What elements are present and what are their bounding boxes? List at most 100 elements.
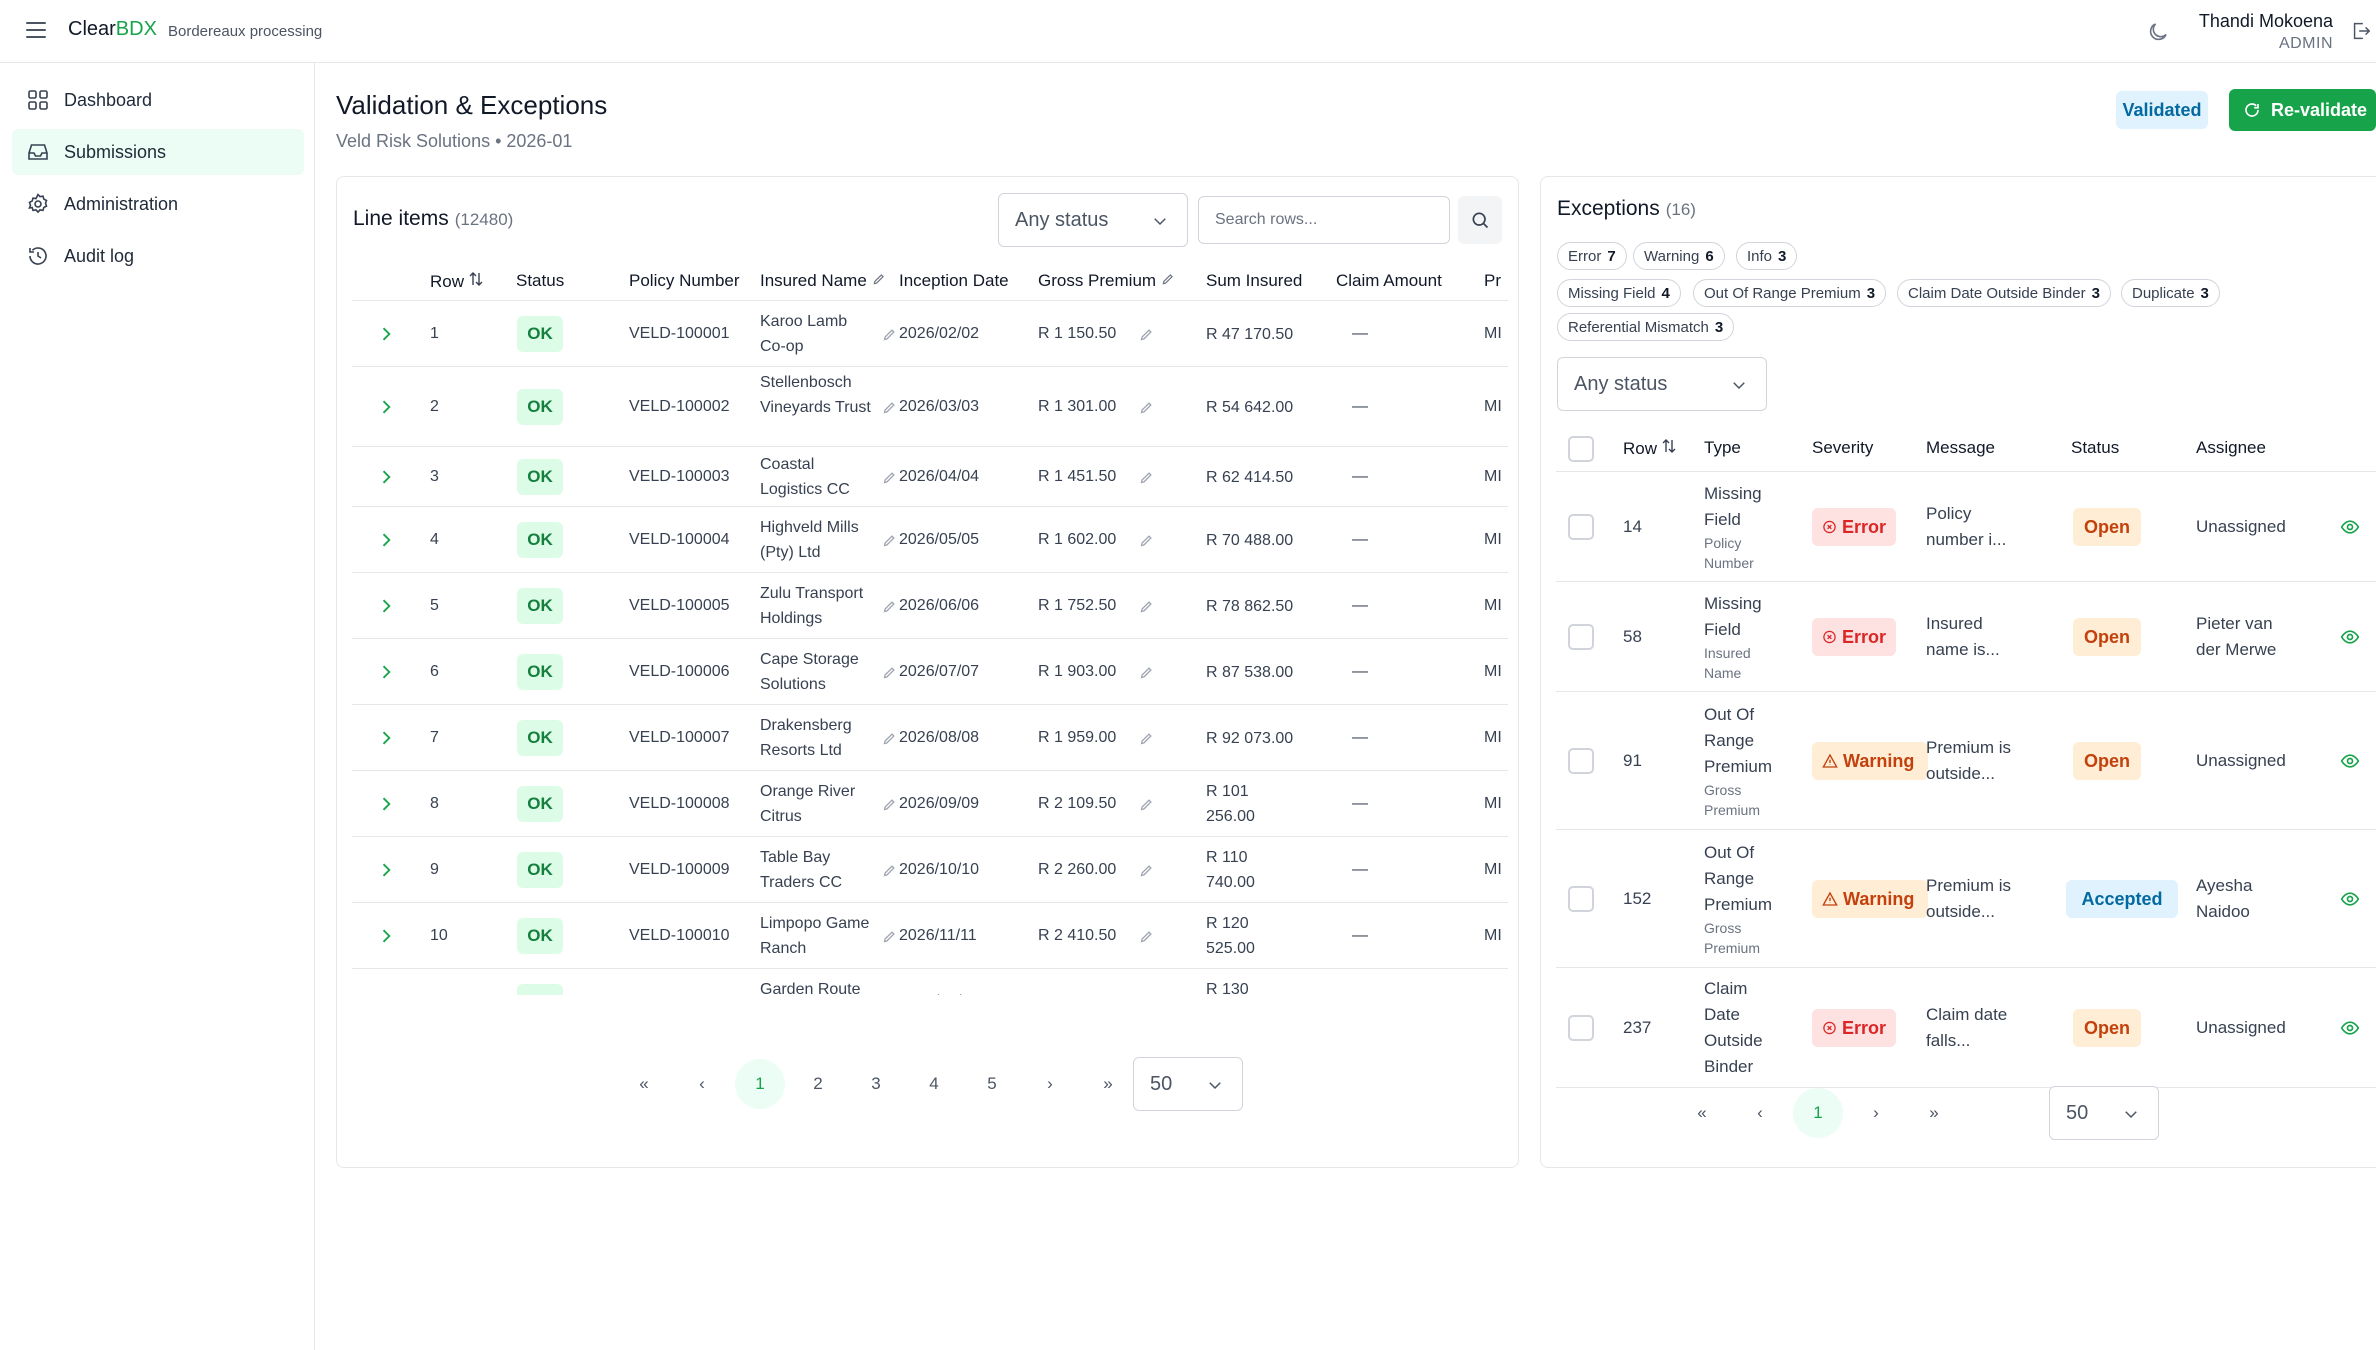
prev-page-button[interactable]: ‹ [699, 1074, 705, 1093]
column-header-claim-amount[interactable]: Claim Amount [1336, 271, 1442, 290]
chevron-right-icon[interactable] [376, 860, 396, 880]
pencil-icon[interactable] [1139, 665, 1154, 680]
exception-row[interactable]: 58 Missing Field Insured Name Error Insured nam… [1556, 582, 2376, 692]
filter-chip-duplicate[interactable]: Duplicate 3 [2121, 279, 2220, 307]
column-header-type[interactable]: Type [1704, 438, 1741, 457]
filter-chip-missing-field[interactable]: Missing Field 4 [1557, 279, 1681, 307]
page-button[interactable]: 2 [813, 1074, 823, 1093]
filter-chip-error[interactable]: Error 7 [1557, 242, 1627, 270]
filter-chip-info[interactable]: Info 3 [1736, 242, 1798, 270]
table-row[interactable]: 1 OK VELD-100001 Karoo Lamb Co-op 2026/02/02… [352, 301, 1508, 367]
page-button[interactable]: 3 [871, 1074, 881, 1093]
chevron-right-icon[interactable] [376, 794, 396, 814]
pencil-icon[interactable] [1139, 731, 1154, 746]
assignee[interactable]: Unassigned [2196, 1015, 2286, 1041]
chevron-right-icon[interactable] [376, 530, 396, 550]
assignee[interactable]: Ayesha Naidoo [2196, 873, 2252, 925]
chevron-right-icon[interactable] [376, 467, 396, 487]
column-header-message[interactable]: Message [1926, 438, 1995, 457]
last-page-button[interactable]: » [1103, 1074, 1113, 1093]
column-header-gross-premium[interactable]: Gross Premium [1038, 271, 1175, 291]
next-page-button[interactable]: › [1873, 1103, 1879, 1122]
pencil-icon[interactable] [882, 400, 897, 415]
exception-status-badge[interactable]: Open [2073, 508, 2141, 546]
line-items-status-select[interactable]: Any status [998, 193, 1188, 247]
assignee[interactable]: Pieter van der Merwe [2196, 611, 2276, 663]
column-header-inception-date[interactable]: Inception Date [899, 271, 1009, 290]
exception-status-badge[interactable]: Open [2073, 618, 2141, 656]
exception-row[interactable]: 91 Out Of Range Premium Gross Premium Warning P… [1556, 692, 2376, 830]
pencil-icon[interactable] [1139, 533, 1154, 548]
eye-icon[interactable] [2340, 1018, 2360, 1038]
pencil-icon[interactable] [1139, 797, 1154, 812]
pencil-icon[interactable] [882, 929, 897, 944]
table-row[interactable]: 3 OK VELD-100003 Coastal Logistics CC 2026/0… [352, 447, 1508, 507]
next-page-button[interactable]: › [1047, 1074, 1053, 1093]
table-row[interactable]: 8 OK VELD-100008 Orange River Citrus 2026/09… [352, 771, 1508, 837]
assignee[interactable]: Unassigned [2196, 514, 2286, 540]
chevron-right-icon[interactable] [376, 728, 396, 748]
exceptions-status-select[interactable]: Any status [1557, 357, 1767, 411]
assignee[interactable]: Unassigned [2196, 748, 2286, 774]
brand-logo[interactable]: ClearBDX [68, 18, 157, 41]
pencil-icon[interactable] [1139, 470, 1154, 485]
row-checkbox[interactable] [1568, 748, 1594, 774]
filter-chip-referential-mismatch[interactable]: Referential Mismatch 3 [1557, 313, 1735, 341]
row-checkbox[interactable] [1568, 1015, 1594, 1041]
sidebar-item-administration[interactable]: Administration [12, 181, 304, 227]
sidebar-item-submissions[interactable]: Submissions [12, 129, 304, 175]
page-button[interactable]: 1 [1793, 1088, 1843, 1138]
chevron-right-icon[interactable] [376, 926, 396, 946]
exception-row[interactable]: 152 Out Of Range Premium Gross Premium Warning… [1556, 830, 2376, 968]
search-button[interactable] [1458, 196, 1502, 244]
pencil-icon[interactable] [882, 731, 897, 746]
page-button[interactable]: 5 [987, 1074, 997, 1093]
exceptions-page-size-select[interactable]: 50 [2049, 1086, 2159, 1140]
table-row[interactable]: 4 OK VELD-100004 Highveld Mills (Pty) Ltd 20… [352, 507, 1508, 573]
table-row[interactable]: 5 OK VELD-100005 Zulu Transport Holdings 202… [352, 573, 1508, 639]
table-row[interactable]: 11 OK VELD-100011 Garden Route Estates 2026/… [352, 969, 1508, 995]
menu-icon[interactable] [26, 22, 46, 38]
logout-icon[interactable] [2350, 20, 2372, 42]
column-header-insured-name[interactable]: Insured Name [760, 271, 886, 291]
column-header-row[interactable]: Row [1623, 438, 1676, 459]
last-page-button[interactable]: » [1929, 1103, 1939, 1122]
sidebar-item-dashboard[interactable]: Dashboard [12, 77, 304, 123]
column-header-row[interactable]: Row [430, 271, 483, 292]
revalidate-button[interactable]: Re-validate [2229, 89, 2376, 131]
exception-status-badge[interactable]: Open [2073, 1009, 2141, 1047]
column-header-status[interactable]: Status [2071, 438, 2120, 457]
row-checkbox[interactable] [1568, 624, 1594, 650]
sidebar-item-audit-log[interactable]: Audit log [12, 233, 304, 279]
chevron-right-icon[interactable] [376, 397, 396, 417]
table-row[interactable]: 6 OK VELD-100006 Cape Storage Solutions 2026… [352, 639, 1508, 705]
filter-chip-warning[interactable]: Warning 6 [1633, 242, 1725, 270]
column-header-assignee[interactable]: Assignee [2196, 438, 2266, 457]
first-page-button[interactable]: « [1697, 1103, 1707, 1122]
exception-row[interactable]: 14 Missing Field Policy Number Error Policy num… [1556, 472, 2376, 582]
table-row[interactable]: 10 OK VELD-100010 Limpopo Game Ranch 2026/11… [352, 903, 1508, 969]
chevron-right-icon[interactable] [376, 662, 396, 682]
row-checkbox[interactable] [1568, 514, 1594, 540]
pencil-icon[interactable] [882, 470, 897, 485]
column-header-policy-number[interactable]: Policy Number [629, 271, 740, 290]
pencil-icon[interactable] [1139, 929, 1154, 944]
table-row[interactable]: 9 OK VELD-100009 Table Bay Traders CC 2026/1… [352, 837, 1508, 903]
column-header-sum-insured[interactable]: Sum Insured [1206, 271, 1303, 290]
chevron-right-icon[interactable] [376, 596, 396, 616]
select-all-checkbox[interactable] [1568, 436, 1594, 462]
pencil-icon[interactable] [882, 665, 897, 680]
pencil-icon[interactable] [882, 797, 897, 812]
filter-chip-claim-date-outside-binder[interactable]: Claim Date Outside Binder 3 [1897, 279, 2111, 307]
search-rows-input[interactable] [1198, 196, 1450, 244]
table-row[interactable]: 2 OK VELD-100002 Stellenbosch Vineyards Tru… [352, 367, 1508, 447]
eye-icon[interactable] [2340, 751, 2360, 771]
pencil-icon[interactable] [1139, 400, 1154, 415]
filter-chip-out-of-range-premium[interactable]: Out Of Range Premium 3 [1693, 279, 1887, 307]
prev-page-button[interactable]: ‹ [1757, 1103, 1763, 1122]
pencil-icon[interactable] [1139, 863, 1154, 878]
moon-icon[interactable] [2146, 20, 2170, 44]
row-checkbox[interactable] [1568, 886, 1594, 912]
page-button[interactable]: 1 [735, 1059, 785, 1109]
first-page-button[interactable]: « [639, 1074, 649, 1093]
